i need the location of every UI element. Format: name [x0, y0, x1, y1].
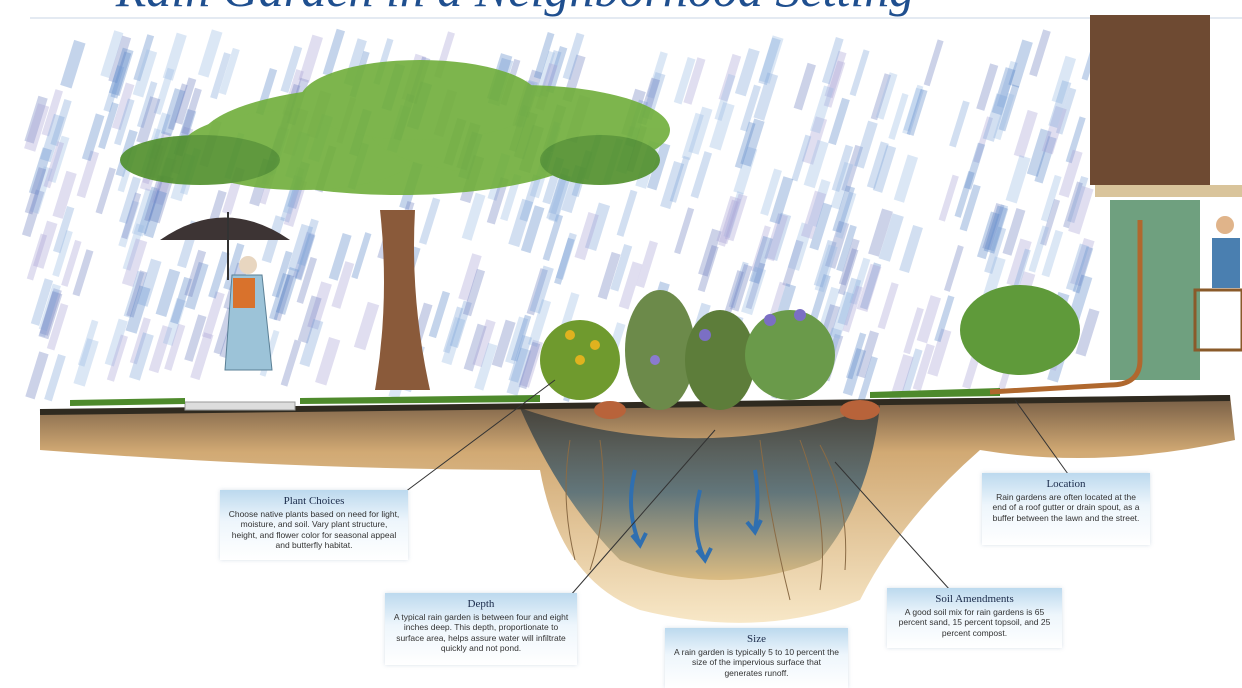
rain-streak	[927, 40, 941, 85]
rain-streak	[853, 50, 867, 95]
rain-streak	[942, 176, 956, 221]
rain-streak	[899, 156, 913, 201]
rain-streak	[360, 303, 374, 348]
rain-streak	[212, 252, 226, 297]
callout-title: Depth	[393, 599, 569, 610]
callout: Soil Amendments A good soil mix for rain…	[887, 588, 1062, 648]
rain-streak	[980, 65, 994, 110]
callout: Plant Choices Choose native plants based…	[220, 490, 408, 560]
rain-streak	[304, 36, 318, 81]
rain-streak	[624, 263, 638, 308]
page: Rain Garden in a Neighborhood Setting Pl…	[0, 0, 1242, 679]
rain-streak	[881, 283, 895, 328]
callout-title: Size	[673, 634, 840, 645]
rain-streak	[922, 297, 936, 342]
rain-streak	[1014, 41, 1028, 86]
rain-streak	[740, 50, 754, 95]
rain-streak	[161, 270, 175, 315]
umbrella	[160, 218, 290, 241]
rain-streak	[30, 105, 44, 150]
rain-streak	[677, 208, 691, 253]
rain-streak	[1019, 111, 1033, 156]
rain-streak	[947, 246, 961, 291]
title: Rain Garden in a Neighborhood Setting	[0, 0, 1030, 18]
rain-streak	[620, 191, 634, 236]
rain-streak	[1032, 227, 1046, 272]
callout-title: Location	[990, 479, 1142, 490]
rain-streak	[354, 233, 368, 278]
callout: Location Rain gardens are often located …	[982, 473, 1150, 545]
rain-streak	[832, 99, 846, 144]
rain-streak	[904, 227, 918, 272]
rain-streak	[99, 168, 113, 213]
backpack	[233, 278, 255, 308]
callout-text: A typical rain garden is between four an…	[393, 612, 569, 654]
rain-streak	[798, 64, 812, 109]
callout-title: Soil Amendments	[895, 594, 1054, 605]
callout-text: A good soil mix for rain gardens is 65 p…	[895, 607, 1054, 639]
rain-streak	[694, 152, 708, 197]
illustration	[0, 0, 1242, 679]
callout-title: Plant Choices	[228, 496, 400, 507]
rain-streak	[703, 230, 717, 275]
rain-streak	[166, 90, 180, 135]
rain-streak	[1080, 310, 1094, 355]
rain-streak	[76, 250, 90, 295]
rain-streak	[321, 339, 335, 384]
rain-streak	[546, 215, 560, 260]
rain-streak	[284, 341, 298, 386]
rain-streak	[327, 30, 341, 75]
rain-streak	[640, 242, 654, 287]
rain-streak	[432, 292, 446, 337]
rain-streak	[423, 199, 437, 244]
tree-canopy	[120, 60, 670, 195]
rain-streak	[203, 31, 217, 76]
rain-streak	[66, 42, 80, 87]
callout-text: A rain garden is typically 5 to 10 perce…	[673, 647, 840, 679]
rain-streak	[30, 353, 44, 398]
rain-streak	[907, 308, 921, 353]
sidewalk	[185, 402, 295, 410]
rain-streak	[48, 355, 62, 400]
rain-streak	[715, 104, 729, 149]
rain-streak	[602, 253, 616, 298]
callout: Size A rain garden is typically 5 to 10 …	[665, 628, 848, 688]
rain-streak	[559, 234, 573, 279]
rain-streak	[142, 260, 156, 305]
rain-streak	[859, 122, 873, 167]
rain-streak	[819, 246, 833, 291]
rain-streak	[580, 214, 594, 259]
person-head	[239, 256, 257, 274]
rain-streak	[952, 102, 966, 147]
callout: Depth A typical rain garden is between f…	[385, 593, 577, 665]
rain-streak	[815, 87, 829, 132]
rain-streak	[206, 293, 220, 338]
callout-text: Choose native plants based on need for l…	[228, 509, 400, 551]
rain-streak	[1011, 157, 1025, 202]
callout-text: Rain gardens are often located at the en…	[990, 492, 1142, 524]
rain-streak	[754, 237, 768, 282]
rain-streak	[1033, 31, 1047, 76]
rain-streak	[38, 222, 52, 267]
